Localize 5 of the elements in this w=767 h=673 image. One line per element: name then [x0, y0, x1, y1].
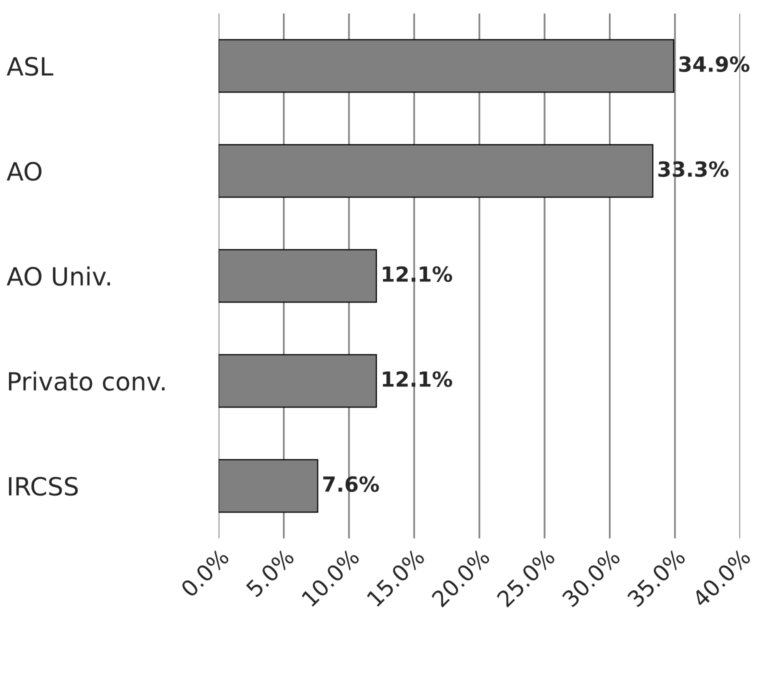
y-tick-label: AO Univ.: [6, 266, 110, 286]
y-tick-label: Privato conv.: [8, 371, 165, 391]
y-tick-label: IRCSS: [8, 476, 78, 496]
y-tick-label: ASL: [6, 56, 54, 76]
y-tick-label: AO: [6, 162, 42, 181]
